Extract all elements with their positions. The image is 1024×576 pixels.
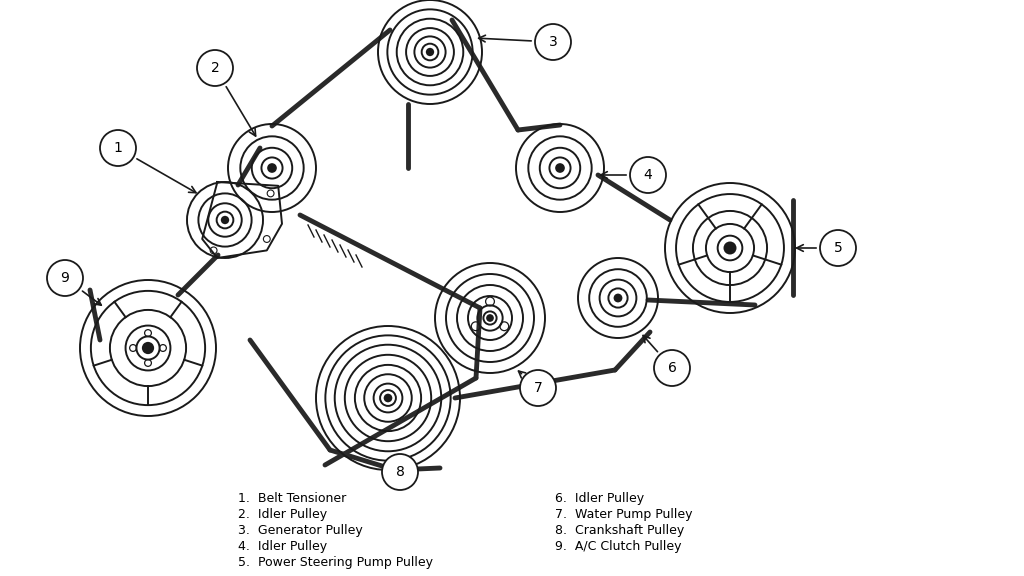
- Circle shape: [630, 157, 666, 193]
- Circle shape: [384, 393, 392, 402]
- Circle shape: [382, 454, 418, 490]
- Circle shape: [142, 342, 155, 354]
- Text: 1: 1: [114, 141, 123, 155]
- Circle shape: [197, 50, 233, 86]
- Text: 6.  Idler Pulley: 6. Idler Pulley: [555, 492, 644, 505]
- Circle shape: [654, 350, 690, 386]
- Circle shape: [426, 48, 434, 56]
- Text: 8: 8: [395, 465, 404, 479]
- Text: 9: 9: [60, 271, 70, 285]
- Text: 4: 4: [644, 168, 652, 182]
- Text: 5: 5: [834, 241, 843, 255]
- Circle shape: [724, 241, 736, 255]
- Text: 7.  Water Pump Pulley: 7. Water Pump Pulley: [555, 508, 692, 521]
- Text: 8.  Crankshaft Pulley: 8. Crankshaft Pulley: [555, 524, 684, 537]
- Circle shape: [535, 24, 571, 60]
- Text: 9.  A/C Clutch Pulley: 9. A/C Clutch Pulley: [555, 540, 682, 553]
- Text: 2.  Idler Pulley: 2. Idler Pulley: [238, 508, 327, 521]
- Text: 2: 2: [211, 61, 219, 75]
- Circle shape: [520, 370, 556, 406]
- Circle shape: [486, 314, 494, 322]
- Text: 4.  Idler Pulley: 4. Idler Pulley: [238, 540, 327, 553]
- Text: 3: 3: [549, 35, 557, 49]
- Text: 3.  Generator Pulley: 3. Generator Pulley: [238, 524, 362, 537]
- Circle shape: [221, 216, 229, 224]
- Text: 5.  Power Steering Pump Pulley: 5. Power Steering Pump Pulley: [238, 556, 433, 569]
- Circle shape: [267, 163, 276, 173]
- Circle shape: [613, 294, 623, 302]
- Circle shape: [47, 260, 83, 296]
- Text: 7: 7: [534, 381, 543, 395]
- Circle shape: [820, 230, 856, 266]
- Text: 6: 6: [668, 361, 677, 375]
- Circle shape: [555, 163, 565, 173]
- Circle shape: [100, 130, 136, 166]
- Text: 1.  Belt Tensioner: 1. Belt Tensioner: [238, 492, 346, 505]
